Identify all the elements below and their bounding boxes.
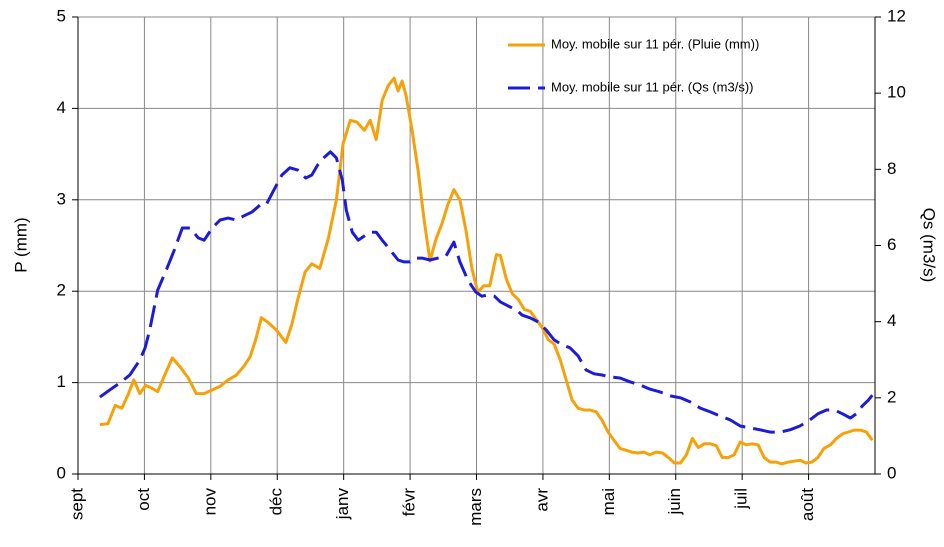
- x-tick-label: juin: [665, 488, 684, 515]
- y2-tick-label: 6: [887, 235, 896, 254]
- series-line: [99, 150, 874, 434]
- x-tick-label: août: [798, 488, 817, 521]
- x-tick-label: janv: [333, 488, 352, 521]
- y-tick-label: 3: [57, 189, 66, 208]
- series-line: [99, 76, 874, 466]
- x-tick-label: juil: [732, 488, 751, 510]
- legend-label: Moy. mobile sur 11 pér. (Qs (m3/s)): [551, 79, 754, 94]
- y2-tick-label: 2: [887, 387, 896, 406]
- y-tick-label: 2: [57, 281, 66, 300]
- y-tick-label: 1: [57, 372, 66, 391]
- y2-tick-label: 10: [887, 83, 906, 102]
- x-tick-label: nov: [200, 488, 219, 516]
- x-tick-label: déc: [267, 488, 286, 516]
- y2-tick-label: 4: [887, 311, 896, 330]
- x-tick-label: oct: [134, 488, 153, 511]
- y-tick-label: 4: [57, 98, 66, 117]
- y-axis-label: P (mm): [11, 217, 30, 272]
- y2-tick-label: 12: [887, 6, 906, 25]
- x-tick-label: avr: [532, 488, 551, 512]
- x-tick-label: févr: [400, 488, 419, 517]
- y2-tick-label: 0: [887, 463, 896, 482]
- y2-tick-label: 8: [887, 159, 896, 178]
- y2-axis-label: Qs (m3/s): [920, 208, 939, 283]
- x-tick-label: sept: [67, 488, 86, 520]
- y-tick-label: 5: [57, 6, 66, 25]
- y-tick-label: 0: [57, 463, 66, 482]
- x-tick-label: mai: [599, 488, 618, 515]
- x-tick-label: mars: [466, 488, 485, 526]
- legend-label: Moy. mobile sur 11 pér. (Pluie (mm)): [551, 36, 759, 51]
